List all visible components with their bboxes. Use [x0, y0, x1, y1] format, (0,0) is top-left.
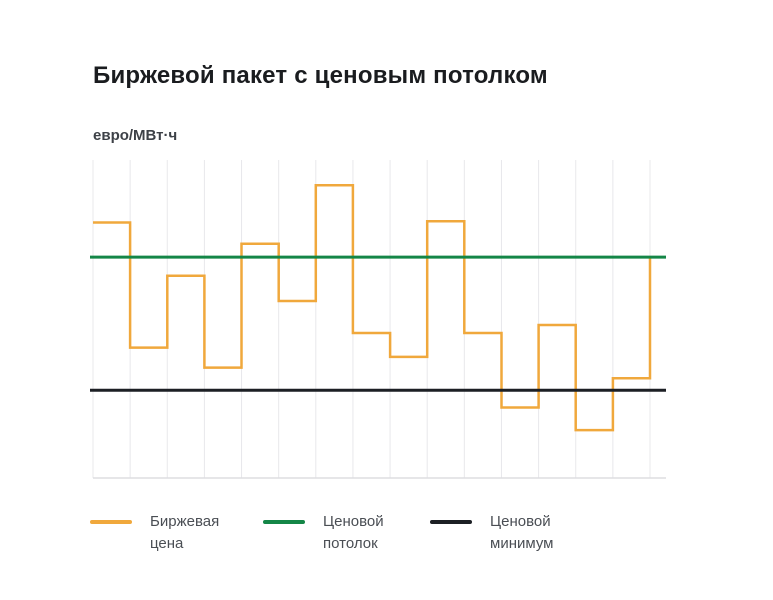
legend-swatch-price-minimum [430, 520, 472, 524]
chart-legend: Биржевая цена Ценовой потолок Ценовой ми… [0, 511, 773, 571]
legend-item-price-minimum: Ценовой минимум [430, 511, 553, 555]
step-chart [90, 160, 666, 479]
legend-swatch-exchange-price [90, 520, 132, 524]
legend-item-price-ceiling: Ценовой потолок [263, 511, 384, 555]
legend-label-price-ceiling: Ценовой потолок [323, 513, 384, 552]
legend-label-exchange-price: Биржевая цена [150, 513, 220, 552]
legend-item-exchange-price: Биржевая цена [90, 511, 219, 555]
legend-label-price-minimum: Ценовой минимум [490, 513, 554, 552]
legend-swatch-price-ceiling [263, 520, 305, 524]
y-axis-unit-label: евро/МВт·ч [93, 127, 178, 144]
chart-title: Биржевой пакет с ценовым потолком [93, 62, 548, 89]
exchange-price-step-line [93, 184, 652, 432]
